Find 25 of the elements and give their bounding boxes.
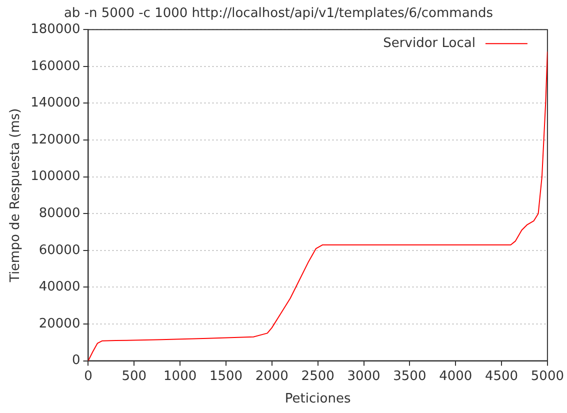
y-tick-label: 180000 [30, 22, 80, 37]
y-tick-label: 60000 [38, 242, 80, 258]
y-axis-title: Tiempo de Respuesta (ms) [8, 108, 24, 284]
x-tick-label: 0 [84, 368, 92, 384]
y-tick-label: 80000 [38, 206, 80, 221]
y-tick-label: 40000 [38, 280, 80, 295]
x-tick-label: 2500 [301, 368, 334, 384]
x-tick-label: 5000 [530, 368, 564, 384]
chart-title: ab -n 5000 -c 1000 http://localhost/api/v1/templates/6/commands [64, 6, 494, 22]
y-tick-label: 0 [72, 353, 80, 368]
x-tick-label: 3500 [393, 368, 426, 384]
legend-label: Servidor Local [383, 36, 476, 51]
y-tick-label: 140000 [30, 96, 80, 111]
x-tick-label: 500 [122, 368, 147, 384]
x-axis-title: Peticiones [284, 392, 351, 407]
x-tick-label: 2000 [255, 368, 288, 384]
y-tick-label: 20000 [38, 316, 80, 332]
y-tick-label: 100000 [30, 169, 80, 184]
y-tick-label: 120000 [30, 132, 80, 148]
x-tick-label: 1000 [164, 368, 197, 384]
x-tick-label: 3000 [347, 368, 380, 384]
y-tick-label: 160000 [30, 58, 80, 74]
x-tick-label: 1500 [209, 368, 243, 384]
x-tick-label: 4000 [439, 368, 472, 384]
x-tick-label: 4500 [484, 368, 518, 384]
